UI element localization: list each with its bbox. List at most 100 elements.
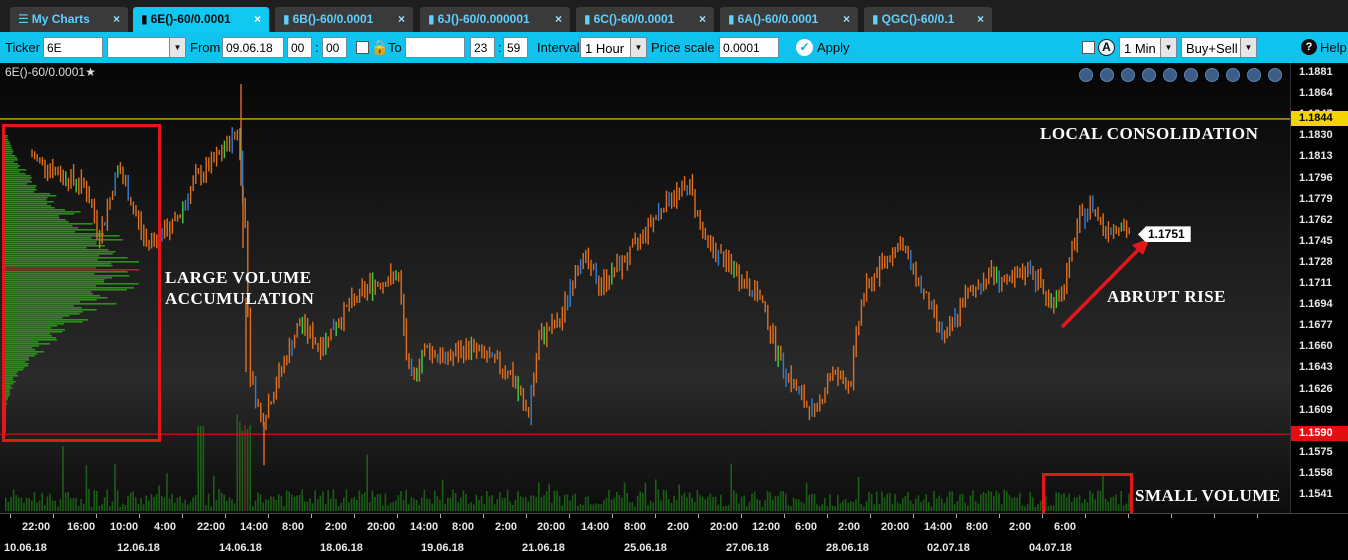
zoom-reset-icon[interactable] xyxy=(1142,68,1156,82)
time-tick-mark xyxy=(10,514,11,518)
volume-bar xyxy=(64,492,67,511)
volume-profile-bar xyxy=(2,279,105,281)
volume-bar xyxy=(23,502,25,511)
volume-bar xyxy=(720,494,722,511)
volume-bar xyxy=(488,496,491,511)
volume-profile-bar xyxy=(2,193,50,195)
volume-profile-bar xyxy=(2,365,29,367)
apply-button[interactable]: Apply xyxy=(817,40,850,55)
tab-6j[interactable]: ▮ 6J()-60/0.000001 × xyxy=(420,7,570,32)
volume-bar xyxy=(951,491,953,511)
auto-icon[interactable]: A xyxy=(1098,39,1115,56)
close-icon[interactable]: × xyxy=(842,12,850,26)
ticker-dropdown[interactable]: ▼ xyxy=(107,37,186,58)
timeframe-dropdown[interactable]: 1 Min ▼ xyxy=(1119,37,1177,58)
volume-bar xyxy=(904,495,907,511)
volume-bars xyxy=(5,414,1130,511)
price-scale-input[interactable]: 0.0001 xyxy=(719,37,779,58)
expand-icon[interactable] xyxy=(1226,68,1240,82)
lock-icon[interactable]: 🔒 xyxy=(371,39,389,55)
check-icon[interactable]: ✓ xyxy=(796,39,813,56)
volume-bar xyxy=(610,499,613,511)
refresh-icon[interactable] xyxy=(1184,68,1198,82)
tab-6e[interactable]: ▮ 6E()-60/0.0001 × xyxy=(133,7,269,32)
chevron-down-icon[interactable] xyxy=(1268,68,1282,82)
help-icon[interactable]: ? xyxy=(1301,39,1317,55)
zoom-area-icon[interactable] xyxy=(1079,68,1093,82)
to-minute-input[interactable]: 59 xyxy=(503,37,528,58)
settings-icon[interactable] xyxy=(1205,68,1219,82)
volume-bar xyxy=(103,497,106,511)
volume-profile-bar xyxy=(2,337,56,339)
volume-profile-bar xyxy=(2,177,32,179)
volume-bar xyxy=(140,497,142,511)
from-hour-input[interactable]: 00 xyxy=(287,37,312,58)
price-tick-label: 1.1711 xyxy=(1299,277,1333,289)
volume-profile-bar xyxy=(2,151,14,153)
tab-6b[interactable]: ▮ 6B()-60/0.0001 × xyxy=(275,7,413,32)
help-link[interactable]: Help xyxy=(1320,40,1347,55)
volume-bar xyxy=(501,497,504,511)
volume-bar xyxy=(343,497,345,511)
volume-profile-bar xyxy=(2,175,31,177)
price-axis[interactable]: 1.18811.18641.18471.18301.18131.17961.17… xyxy=(1290,63,1348,513)
volume-profile-bar xyxy=(2,223,93,225)
volume-profile-bar xyxy=(2,243,97,245)
volume-bar xyxy=(236,414,238,511)
ticker-input[interactable]: 6E xyxy=(43,37,103,58)
tab-my-charts[interactable]: ☰ My Charts × xyxy=(10,7,128,32)
tab-6c[interactable]: ▮ 6C()-60/0.0001 × xyxy=(576,7,714,32)
time-tick-mark xyxy=(784,514,785,518)
side-dropdown[interactable]: Buy+Sell ▼ xyxy=(1181,37,1257,58)
volume-bar xyxy=(850,501,852,511)
volume-bar xyxy=(249,425,251,511)
volume-bar xyxy=(701,496,704,511)
volume-bar xyxy=(660,500,662,511)
volume-bar xyxy=(122,503,124,511)
chart-area[interactable]: 6E()-60/0.0001★ LOCAL CONSOLIDATION LARG… xyxy=(0,63,1290,513)
to-date-input[interactable] xyxy=(405,37,465,58)
volume-bar xyxy=(363,492,366,511)
volume-bar xyxy=(1006,491,1008,511)
volume-bar xyxy=(899,503,901,511)
volume-bar xyxy=(309,498,311,511)
draw-icon[interactable] xyxy=(1163,68,1177,82)
star-icon[interactable]: ★ xyxy=(85,65,96,79)
to-enable-checkbox[interactable] xyxy=(356,41,369,54)
volume-bar xyxy=(959,494,961,511)
close-icon[interactable]: × xyxy=(698,12,706,26)
side-value: Buy+Sell xyxy=(1186,41,1238,56)
close-icon[interactable]: × xyxy=(397,12,405,26)
close-icon[interactable]: × xyxy=(112,12,120,26)
volume-profile-bar xyxy=(2,171,20,173)
zoom-out-icon[interactable] xyxy=(1121,68,1135,82)
close-icon[interactable]: × xyxy=(976,12,984,26)
volume-bar xyxy=(257,492,259,511)
time-axis[interactable]: 22:00 16:00 10:00 4:00 22:00 14:00 8:00 2:00 20:… xyxy=(0,513,1348,560)
volume-bar xyxy=(33,492,36,511)
volume-bar xyxy=(907,492,909,511)
tab-label: My Charts xyxy=(31,12,90,26)
close-chart-icon[interactable] xyxy=(1247,68,1261,82)
time-tick-mark xyxy=(96,514,97,518)
tab-qgc[interactable]: ▮ QGC()-60/0.1 × xyxy=(864,7,992,32)
volume-bar xyxy=(769,492,771,511)
volume-bar xyxy=(795,499,797,511)
time-tick-label: 20:00 xyxy=(537,521,566,533)
volume-bar xyxy=(792,497,795,511)
time-tick-label: 22:00 xyxy=(22,521,51,533)
volume-bar xyxy=(1081,502,1083,511)
zoom-in-icon[interactable] xyxy=(1100,68,1114,82)
tab-6a[interactable]: ▮ 6A()-60/0.0001 × xyxy=(720,7,858,32)
from-minute-input[interactable]: 00 xyxy=(322,37,347,58)
volume-bar xyxy=(556,490,558,511)
volume-bar xyxy=(231,499,233,511)
to-hour-input[interactable]: 23 xyxy=(470,37,495,58)
auto-checkbox[interactable] xyxy=(1082,41,1095,54)
interval-dropdown[interactable]: 1 Hour ▼ xyxy=(580,37,647,58)
close-icon[interactable]: × xyxy=(554,12,562,26)
from-date-input[interactable]: 09.06.18 xyxy=(222,37,284,58)
volume-bar xyxy=(735,493,738,511)
close-icon[interactable]: × xyxy=(253,12,261,26)
volume-bar xyxy=(1084,499,1086,511)
